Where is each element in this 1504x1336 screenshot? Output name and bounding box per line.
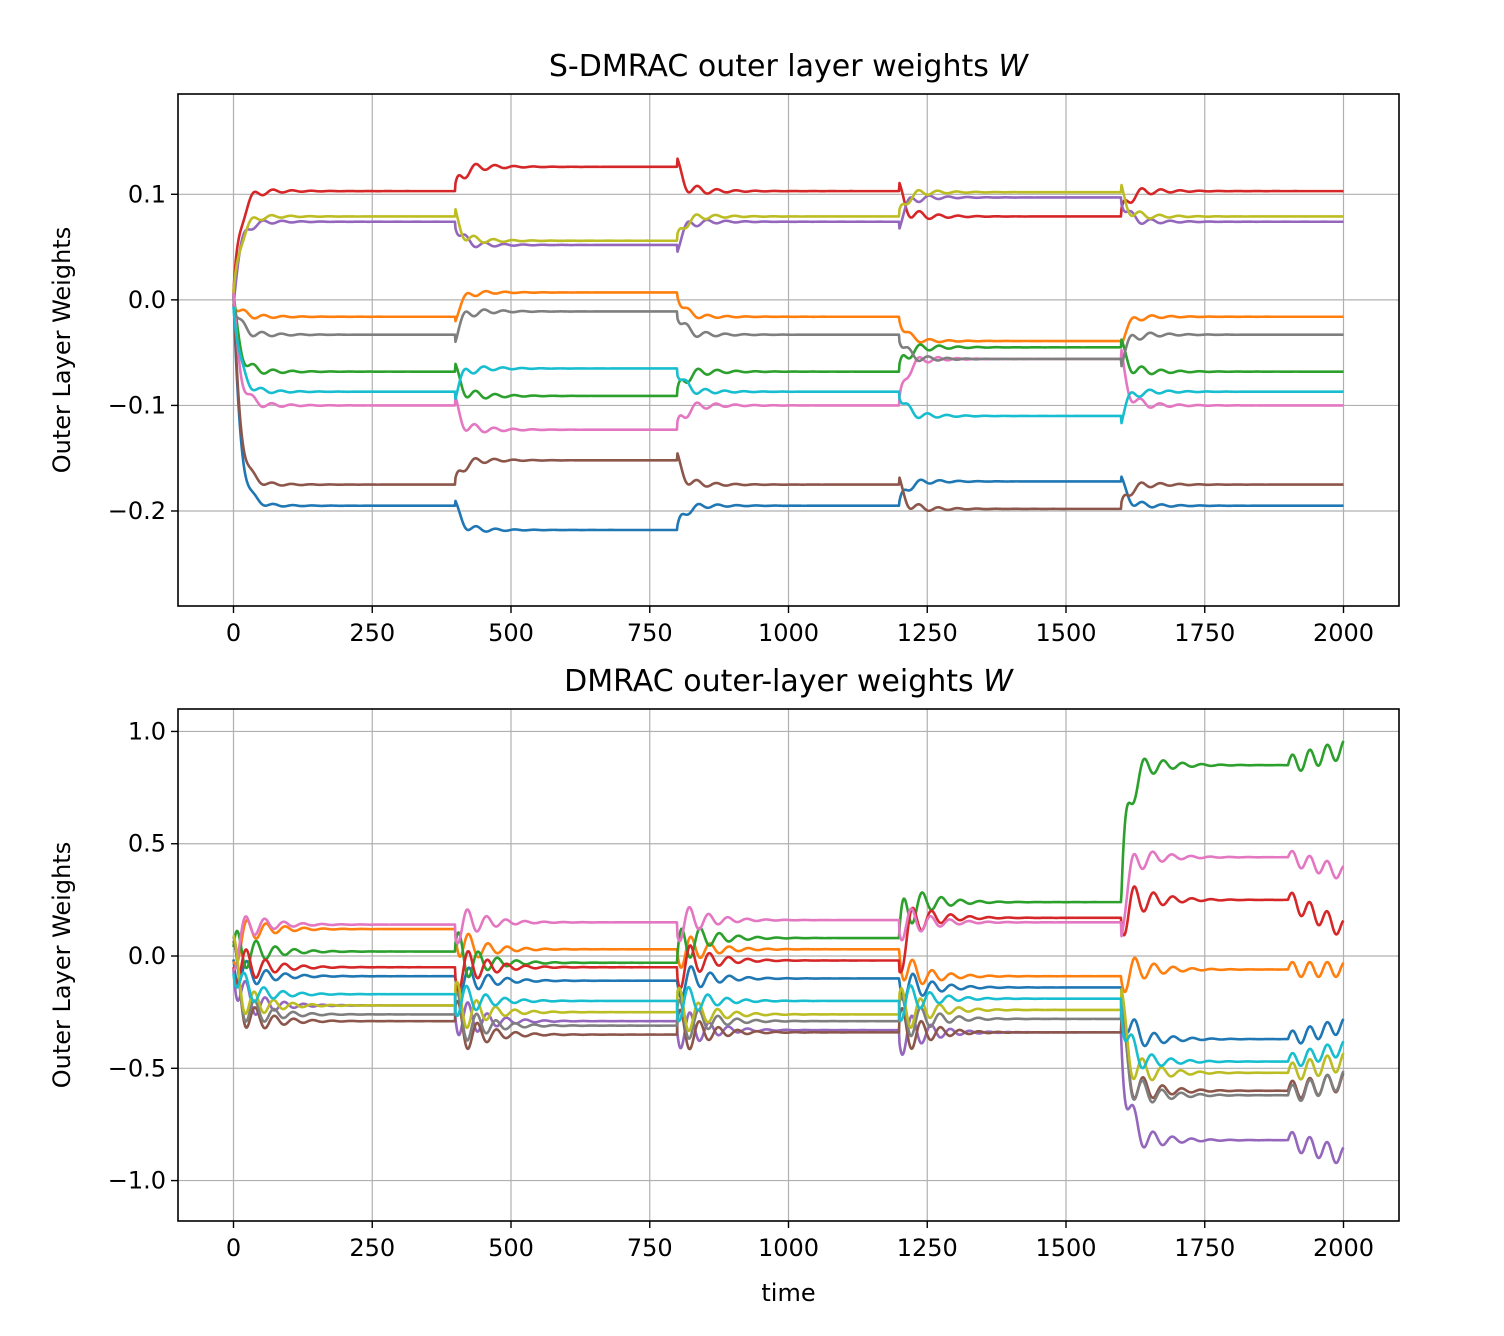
series-line xyxy=(232,934,1345,1082)
x-tick-label: 250 xyxy=(349,619,395,647)
tick-marks: 0 250 500 750 1000 1250 1500 1750 2000 1.0 0.5 0.0 −… xyxy=(108,717,1374,1262)
series-line xyxy=(232,849,1345,972)
y-tick-label: 0.0 xyxy=(128,942,166,970)
series-line xyxy=(232,918,1345,994)
series-line xyxy=(232,289,1345,347)
series-line xyxy=(232,959,1345,1048)
x-tick-label: 2000 xyxy=(1313,1234,1374,1262)
series-line xyxy=(232,183,1345,293)
grid-lines xyxy=(178,94,1399,606)
x-tick-label: 1750 xyxy=(1174,1234,1235,1262)
y-axis-label: Outer Layer Weights xyxy=(48,842,76,1088)
tick-marks: 0 250 500 750 1000 1250 1500 1750 2000 0.1 0.0 −0.1… xyxy=(108,180,1374,647)
y-axis-label: Outer Layer Weights xyxy=(48,227,76,473)
series-lines xyxy=(232,740,1345,1165)
y-tick-label: 0.1 xyxy=(128,180,166,208)
y-tick-label: −0.2 xyxy=(108,497,166,525)
y-tick-label: 0.0 xyxy=(128,286,166,314)
series-line xyxy=(232,971,1345,1070)
x-tick-label: 1750 xyxy=(1174,619,1235,647)
series-lines xyxy=(232,157,1345,533)
x-tick-label: 0 xyxy=(226,1234,241,1262)
x-tick-label: 1000 xyxy=(758,619,819,647)
series-line xyxy=(232,306,1345,368)
series-line xyxy=(232,157,1345,292)
chart-title: S-DMRAC outer layer weights W xyxy=(549,49,1030,84)
x-tick-label: 2000 xyxy=(1313,619,1374,647)
y-tick-label: −1.0 xyxy=(108,1167,166,1195)
x-tick-label: 750 xyxy=(627,619,673,647)
x-tick-label: 1250 xyxy=(897,1234,958,1262)
x-tick-label: 1000 xyxy=(758,1234,819,1262)
y-tick-label: 1.0 xyxy=(128,717,166,745)
x-axis-label: time xyxy=(761,1279,815,1307)
x-tick-label: 1500 xyxy=(1035,619,1096,647)
series-line xyxy=(232,940,1345,1100)
y-tick-label: −0.1 xyxy=(108,391,166,419)
chart-title: DMRAC outer-layer weights W xyxy=(564,664,1014,699)
series-line xyxy=(232,885,1345,993)
plot-s-dmrac: 0 250 500 750 1000 1250 1500 1750 2000 0.1 0.0 −0.1… xyxy=(48,49,1400,647)
x-tick-label: 1500 xyxy=(1035,1234,1096,1262)
series-line xyxy=(232,740,1345,979)
y-tick-label: −0.5 xyxy=(108,1054,166,1082)
x-tick-label: 250 xyxy=(349,1234,395,1262)
x-tick-label: 0 xyxy=(226,619,241,647)
plot-dmrac: 0 250 500 750 1000 1250 1500 1750 2000 1.0 0.5 0.0 −… xyxy=(48,664,1400,1307)
x-tick-label: 750 xyxy=(627,1234,673,1262)
series-line xyxy=(232,936,1345,1104)
x-tick-label: 500 xyxy=(488,1234,534,1262)
series-line xyxy=(232,290,1345,434)
x-tick-label: 500 xyxy=(488,619,534,647)
y-tick-label: 0.5 xyxy=(128,830,166,858)
series-line xyxy=(232,194,1345,307)
x-tick-label: 1250 xyxy=(897,619,958,647)
series-line xyxy=(232,291,1345,400)
series-line xyxy=(232,295,1345,533)
series-line xyxy=(232,292,1345,513)
series-line xyxy=(232,306,1345,425)
